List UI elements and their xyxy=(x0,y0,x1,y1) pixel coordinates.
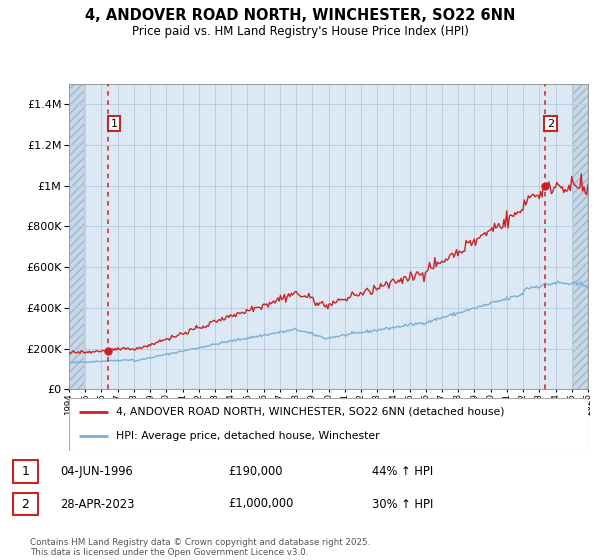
Text: Price paid vs. HM Land Registry's House Price Index (HPI): Price paid vs. HM Land Registry's House … xyxy=(131,25,469,38)
FancyBboxPatch shape xyxy=(13,460,38,483)
Text: 04-JUN-1996: 04-JUN-1996 xyxy=(60,465,133,478)
Bar xyxy=(69,84,84,389)
Text: 4, ANDOVER ROAD NORTH, WINCHESTER, SO22 6NN (detached house): 4, ANDOVER ROAD NORTH, WINCHESTER, SO22 … xyxy=(116,407,504,417)
Text: 1: 1 xyxy=(110,119,118,129)
Text: Contains HM Land Registry data © Crown copyright and database right 2025.
This d: Contains HM Land Registry data © Crown c… xyxy=(30,538,370,557)
Text: HPI: Average price, detached house, Winchester: HPI: Average price, detached house, Winc… xyxy=(116,431,379,441)
Text: 44% ↑ HPI: 44% ↑ HPI xyxy=(372,465,433,478)
FancyBboxPatch shape xyxy=(69,398,588,451)
Text: £190,000: £190,000 xyxy=(228,465,283,478)
Text: 28-APR-2023: 28-APR-2023 xyxy=(60,497,134,511)
Text: 2: 2 xyxy=(22,497,29,511)
Text: 4, ANDOVER ROAD NORTH, WINCHESTER, SO22 6NN: 4, ANDOVER ROAD NORTH, WINCHESTER, SO22 … xyxy=(85,8,515,24)
Text: £1,000,000: £1,000,000 xyxy=(228,497,293,511)
Bar xyxy=(573,84,588,389)
Text: 30% ↑ HPI: 30% ↑ HPI xyxy=(372,497,433,511)
Text: 2: 2 xyxy=(547,119,554,129)
FancyBboxPatch shape xyxy=(13,493,38,515)
Text: 1: 1 xyxy=(22,465,29,478)
